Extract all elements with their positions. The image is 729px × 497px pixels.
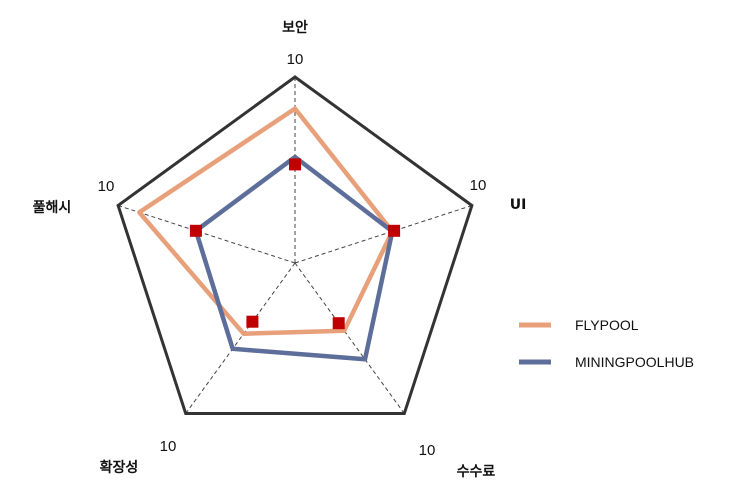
axis-label-scalability: 확장성 xyxy=(100,459,139,476)
axis-label-fee: 수수료 xyxy=(457,464,496,480)
series-layer xyxy=(137,106,395,362)
data-marker-fee xyxy=(332,317,345,330)
legend-label-miningpoolhub: MININGPOOLHUB xyxy=(575,354,694,370)
grid-spoke-fee xyxy=(294,262,405,414)
axis-label-poolhash: 풀해시 xyxy=(33,200,72,216)
marker-layer xyxy=(189,158,401,330)
grid-spoke-scalability xyxy=(185,262,296,414)
axis-label-security: 보안 xyxy=(282,19,308,36)
data-marker-poolhash xyxy=(189,224,202,237)
max-label-security: 10 xyxy=(287,51,304,68)
max-label-fee: 10 xyxy=(419,442,436,459)
legend: FLYPOOL MININGPOOLHUB xyxy=(519,317,694,370)
outer-frame xyxy=(116,75,474,415)
series-line-flypool xyxy=(137,106,395,336)
grid-spoke-ui xyxy=(294,205,473,264)
max-label-ui: 10 xyxy=(470,177,487,194)
legend-label-flypool: FLYPOOL xyxy=(575,317,639,333)
grid-spokes xyxy=(117,77,473,414)
data-marker-ui xyxy=(388,224,401,237)
axis-label-ui: UI xyxy=(510,197,527,213)
max-label-scalability: 10 xyxy=(160,438,177,455)
data-marker-security xyxy=(289,158,301,171)
max-label-poolhash: 10 xyxy=(98,178,115,195)
series-line-miningpoolhub xyxy=(193,154,395,362)
data-marker-scalability xyxy=(246,315,259,328)
grid-spoke-poolhash xyxy=(117,205,296,264)
